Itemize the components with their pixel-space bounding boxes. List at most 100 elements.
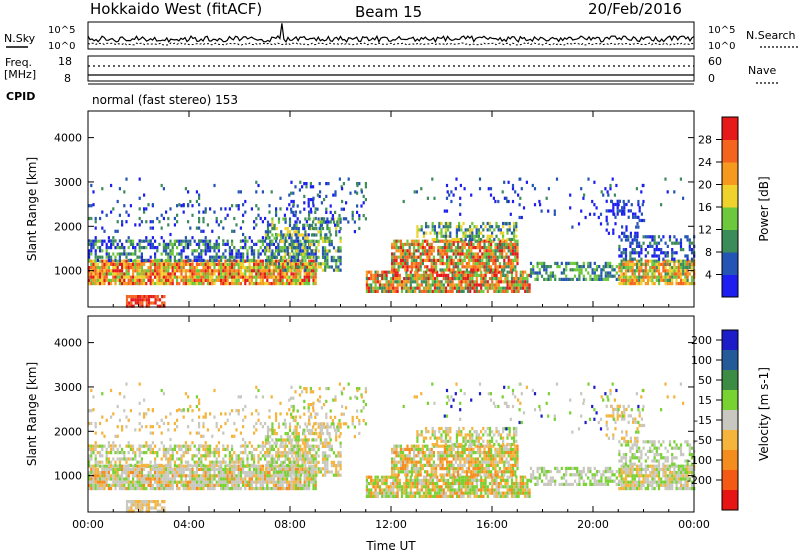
power-cell — [426, 240, 428, 243]
power-cell — [293, 272, 295, 275]
velocity-cell — [189, 445, 191, 448]
velocity-cell — [224, 468, 226, 471]
power-cell — [417, 265, 419, 268]
velocity-cell — [233, 477, 235, 480]
power-cell — [390, 280, 392, 283]
velocity-cell — [242, 451, 244, 454]
power-cell — [176, 260, 178, 263]
velocity-cell — [165, 448, 167, 451]
velocity-cell — [224, 477, 226, 480]
power-cell — [392, 277, 394, 280]
power-cell — [185, 256, 187, 259]
power-cell — [275, 269, 277, 272]
power-cell — [534, 278, 536, 281]
power-cell — [312, 252, 314, 255]
power-cell — [141, 279, 143, 282]
power-cell — [136, 272, 138, 275]
power-cell — [99, 269, 101, 272]
power-cell — [402, 265, 404, 268]
velocity-cell — [220, 484, 222, 487]
power-cell — [503, 246, 505, 249]
nave-tick-60: 60 — [708, 55, 722, 68]
velocity-cell — [211, 464, 213, 467]
power-cell — [194, 240, 196, 243]
power-cell — [642, 203, 644, 206]
velocity-cell — [235, 468, 237, 471]
power-cell — [640, 190, 642, 193]
power-cell — [529, 283, 531, 286]
velocity-cell — [180, 454, 182, 457]
power-cell — [445, 277, 447, 280]
power-cell — [324, 253, 326, 256]
power-cell — [498, 277, 500, 280]
power-cell — [498, 290, 500, 293]
power-cell — [211, 256, 213, 259]
power-cell — [101, 211, 103, 214]
power-cell — [651, 279, 653, 282]
velocity-cell — [196, 477, 198, 480]
power-cell — [322, 262, 324, 265]
power-cell — [152, 295, 154, 298]
power-cell — [165, 259, 167, 262]
power-cell — [639, 219, 641, 222]
power-cell — [497, 200, 499, 203]
power-cell — [477, 256, 479, 259]
power-cell — [288, 276, 290, 279]
power-cell — [649, 276, 651, 279]
power-cell — [507, 283, 509, 286]
velocity-cell — [262, 477, 264, 480]
power-cell — [452, 290, 454, 293]
velocity-cell — [271, 487, 273, 490]
power-cell — [658, 266, 660, 269]
power-cell — [233, 230, 235, 233]
velocity-cell — [176, 409, 178, 412]
power-cell — [284, 282, 286, 285]
power-cell — [299, 249, 301, 252]
power-cell — [161, 272, 163, 275]
power-cell — [476, 274, 478, 277]
power-cell — [660, 263, 662, 266]
power-cell — [240, 256, 242, 259]
velocity-cell — [103, 477, 105, 480]
power-cell — [612, 203, 614, 206]
power-cell — [423, 280, 425, 283]
power-cell — [108, 282, 110, 285]
power-cell — [318, 265, 320, 268]
velocity-cell — [191, 481, 193, 484]
power-cell — [169, 240, 171, 243]
velocity-cell — [185, 484, 187, 487]
power-cell — [299, 188, 301, 191]
power-cell — [274, 253, 276, 256]
power-cell — [632, 279, 634, 282]
power-cell — [479, 265, 481, 268]
power-cell — [449, 232, 451, 235]
power-cell — [455, 256, 457, 259]
power-cell — [90, 217, 92, 220]
power-cell — [402, 246, 404, 249]
power-cell — [629, 263, 631, 266]
power-cell — [196, 190, 198, 193]
velocity-cell — [163, 481, 165, 484]
velocity-cell — [150, 432, 152, 435]
power-cell — [455, 265, 457, 268]
velocity-cell — [174, 445, 176, 448]
power-cell — [172, 272, 174, 275]
power-cell — [340, 256, 342, 259]
power-cell — [403, 280, 405, 283]
velocity-cell — [224, 484, 226, 487]
power-cell — [377, 287, 379, 290]
power-cell — [448, 262, 450, 265]
power-cell — [333, 221, 335, 224]
power-cell — [348, 178, 350, 181]
power-cell — [400, 259, 402, 262]
power-cell — [242, 220, 244, 223]
velocity-cell — [117, 471, 119, 474]
velocity-cell — [279, 474, 281, 477]
power-cell — [202, 266, 204, 269]
power-cell — [621, 206, 623, 209]
power-cell — [145, 272, 147, 275]
power-cell — [491, 277, 493, 280]
power-cell — [464, 265, 466, 268]
power-cell — [90, 204, 92, 207]
power-cell — [324, 269, 326, 272]
